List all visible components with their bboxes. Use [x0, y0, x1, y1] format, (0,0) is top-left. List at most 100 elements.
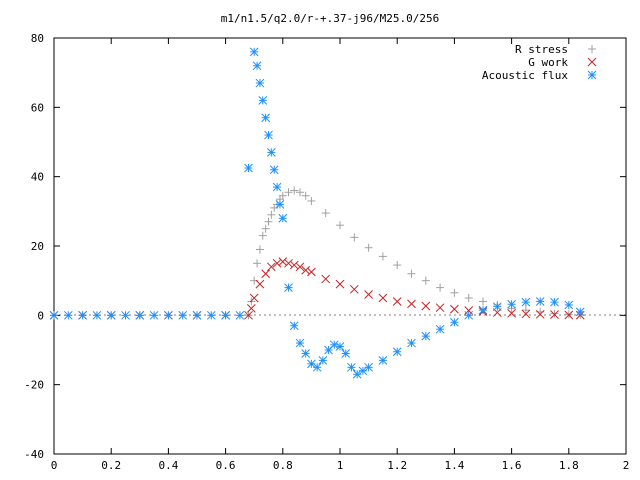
legend-label: R stress — [515, 43, 568, 56]
data-point — [364, 290, 373, 299]
x-tick-label: 0.2 — [101, 459, 121, 472]
data-point — [267, 210, 276, 219]
data-point — [284, 283, 293, 292]
data-point — [307, 359, 316, 369]
data-point — [267, 262, 276, 272]
data-point — [272, 258, 282, 268]
data-point — [192, 310, 202, 320]
data-point — [255, 78, 265, 88]
x-tick-label: 0.4 — [158, 459, 178, 472]
data-point — [289, 260, 299, 270]
data-point — [392, 297, 402, 306]
data-point — [252, 61, 262, 71]
data-point — [550, 297, 559, 307]
data-point — [49, 310, 59, 320]
data-point — [450, 317, 459, 327]
x-tick-label: 1 — [337, 459, 344, 472]
y-tick-label: -40 — [24, 448, 44, 461]
data-point — [307, 267, 316, 277]
data-point — [318, 356, 328, 365]
data-point — [335, 279, 345, 289]
data-point — [329, 340, 339, 350]
data-point — [521, 297, 531, 307]
data-point — [507, 299, 516, 309]
data-point — [106, 310, 116, 320]
data-point — [121, 310, 130, 320]
data-point — [550, 309, 559, 318]
series-r-stress — [50, 186, 585, 320]
data-point — [261, 224, 270, 233]
data-point — [258, 96, 268, 105]
data-point — [261, 113, 270, 123]
data-point — [301, 349, 311, 358]
y-tick-label: 0 — [37, 309, 44, 322]
x-tick-label: 1.4 — [444, 459, 464, 472]
y-tick-label: 60 — [31, 101, 44, 114]
data-point — [135, 310, 145, 320]
y-tick-label: 20 — [31, 240, 44, 253]
data-point — [436, 283, 445, 292]
data-point — [492, 302, 502, 312]
x-tick-label: 0 — [51, 459, 58, 472]
data-point — [378, 252, 387, 261]
data-point — [92, 310, 102, 320]
data-point — [450, 288, 459, 297]
data-point — [347, 362, 356, 372]
data-point — [535, 309, 545, 319]
x-tick-label: 1.6 — [502, 459, 522, 472]
data-point — [575, 307, 585, 317]
data-point — [301, 191, 310, 200]
x-tick-label: 0.8 — [273, 459, 293, 472]
data-point — [535, 297, 545, 306]
data-point — [269, 165, 279, 175]
data-point — [321, 209, 330, 218]
data-point — [178, 310, 188, 320]
data-point — [464, 294, 473, 302]
data-point — [421, 331, 431, 341]
data-point — [321, 274, 331, 284]
x-tick-label: 1.2 — [387, 459, 407, 472]
data-point — [249, 293, 259, 303]
data-point — [349, 284, 359, 294]
data-point — [407, 269, 416, 278]
data-point — [521, 309, 531, 319]
plot-frame — [53, 37, 627, 455]
data-point — [244, 310, 253, 320]
data-point — [246, 304, 256, 313]
data-point — [253, 259, 262, 268]
legend-marker — [587, 70, 597, 80]
data-point — [295, 262, 305, 272]
data-point — [264, 130, 273, 140]
data-point — [255, 279, 265, 289]
data-point — [393, 261, 402, 270]
data-point — [278, 257, 288, 266]
data-point — [392, 347, 402, 357]
data-point — [149, 310, 159, 320]
data-point — [564, 300, 574, 310]
data-point — [378, 293, 388, 303]
data-point — [478, 305, 488, 315]
data-point — [235, 310, 245, 320]
legend-marker — [587, 57, 597, 67]
data-point — [364, 362, 373, 372]
data-point — [450, 304, 459, 314]
x-tick-label: 2 — [623, 459, 630, 472]
data-point — [78, 310, 87, 320]
legend-label: Acoustic flux — [482, 69, 568, 82]
data-point — [289, 321, 299, 331]
data-point — [301, 265, 311, 275]
data-point — [435, 303, 445, 313]
y-tick-label: 40 — [31, 171, 44, 184]
data-point — [63, 310, 73, 320]
data-point — [261, 269, 270, 279]
data-point — [255, 245, 264, 254]
data-point — [221, 310, 230, 320]
data-point — [312, 362, 322, 372]
x-tick-label: 0.6 — [216, 459, 236, 472]
chart-title: m1/n1.5/q2.0/r-+.37-j96/M25.0/256 — [221, 12, 440, 25]
data-point — [336, 221, 344, 230]
data-point — [341, 349, 351, 358]
data-point — [407, 299, 416, 309]
